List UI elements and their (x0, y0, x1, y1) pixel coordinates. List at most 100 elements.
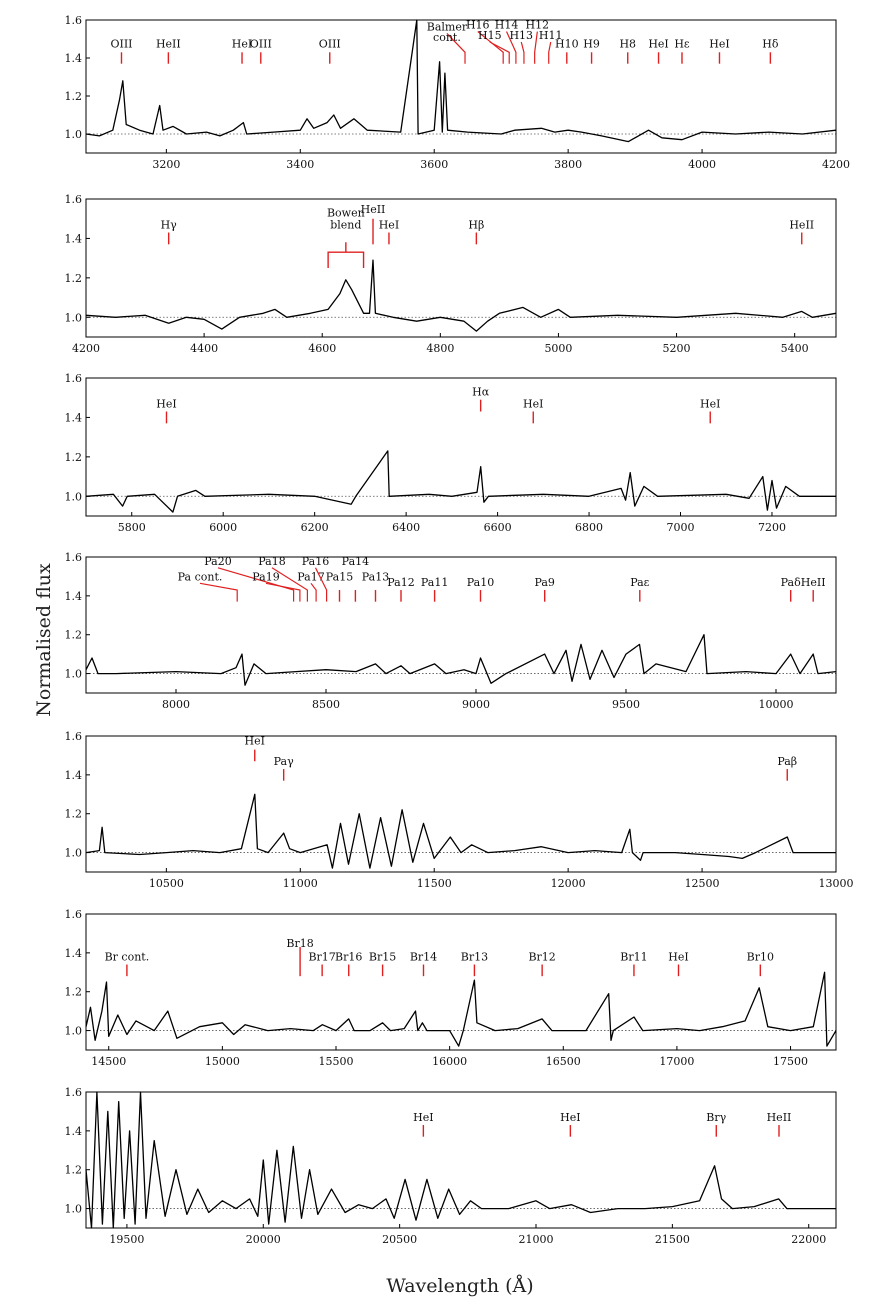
x-tick-label: 21500 (655, 1233, 690, 1246)
line-label: Paε (630, 576, 649, 589)
x-tick-label: 19500 (109, 1233, 144, 1246)
x-tick-label: 16500 (546, 1055, 581, 1068)
x-tick-label: 3600 (420, 158, 448, 171)
y-axis-label: Normalised flux (33, 563, 55, 717)
panel-4: Pa cont.Pa20Pa19Pa18Pa17Pa16Pa15Pa14Pa13… (65, 551, 837, 711)
x-tick-label: 9000 (462, 698, 490, 711)
spectrum-line (85, 450, 836, 513)
x-tick-label: 3800 (554, 158, 582, 171)
line-label: Brγ (706, 1111, 726, 1124)
line-label: Pa18 (258, 555, 285, 568)
x-tick-label: 4200 (822, 158, 850, 171)
line-label: HeII (361, 203, 386, 216)
line-marker (534, 31, 538, 64)
line-label: Pa13 (362, 570, 389, 583)
y-tick-label: 1.0 (65, 311, 83, 324)
y-tick-label: 1.2 (65, 451, 83, 464)
x-tick-label: 4600 (308, 342, 336, 355)
x-tick-label: 14500 (91, 1055, 126, 1068)
line-label: HeI (156, 398, 176, 411)
panel-7: HeI HeI Brγ HeII 19500 20000 20500 21000 21500 22… (65, 1086, 837, 1246)
line-label: HeI (560, 1111, 580, 1124)
line-marker (446, 33, 466, 64)
line-marker (314, 567, 328, 602)
line-label: Hβ (468, 219, 484, 232)
line-label: HeI (523, 398, 543, 411)
y-tick-label: 1.4 (65, 52, 83, 65)
x-tick-label: 5000 (544, 342, 572, 355)
x-tick-label: 8000 (162, 698, 190, 711)
line-label: Pa14 (342, 555, 369, 568)
line-label: H14 (495, 19, 519, 32)
line-label: Pa12 (387, 576, 414, 589)
panel-3: HeI Hα HeI HeI 5800 6000 6200 6400 6600 6800 7000 7… (65, 372, 837, 534)
line-label: HeI (379, 219, 399, 232)
y-tick-label: 1.0 (65, 1025, 83, 1038)
line-label: Br17 (308, 951, 335, 964)
line-label: Pa19 (252, 570, 279, 583)
line-label: H11 (539, 29, 563, 42)
line-marker (199, 582, 238, 602)
y-tick-label: 1.0 (65, 490, 83, 503)
line-label: HeI (648, 38, 668, 51)
spectrum-line (85, 793, 836, 869)
line-marker (548, 41, 552, 64)
line-label: Br12 (528, 951, 555, 964)
y-tick-label: 1.0 (65, 668, 83, 681)
line-label: blend (330, 219, 361, 232)
line-label: OIII (110, 38, 132, 51)
line-label: HeII (801, 576, 826, 589)
line-label: HeI (245, 735, 265, 748)
line-label: Paβ (777, 755, 797, 768)
plot-frame (85, 913, 837, 1051)
y-tick-label: 1.2 (65, 1164, 83, 1177)
line-label: OIII (250, 38, 272, 51)
line-label: Hε (674, 38, 690, 51)
plot-frame (85, 556, 837, 694)
x-tick-label: 12000 (551, 877, 586, 890)
line-label: Br cont. (105, 951, 150, 964)
y-tick-label: 1.2 (65, 629, 83, 642)
line-label: HeII (156, 38, 181, 51)
x-tick-label: 6200 (301, 521, 329, 534)
y-tick-label: 1.2 (65, 272, 83, 285)
x-tick-label: 21000 (519, 1233, 554, 1246)
plot-frame (85, 1091, 837, 1229)
x-tick-label: 4800 (426, 342, 454, 355)
line-label: HeII (767, 1111, 792, 1124)
spectrum-line (85, 19, 837, 143)
y-tick-label: 1.0 (65, 847, 83, 860)
x-tick-label: 5800 (118, 521, 146, 534)
line-label: HeI (668, 951, 688, 964)
line-label: Balmer (427, 20, 468, 33)
x-tick-label: 12500 (685, 877, 720, 890)
line-marker (217, 567, 295, 602)
line-label: Hγ (161, 219, 178, 232)
y-tick-label: 1.6 (65, 1086, 83, 1099)
line-label: Pa9 (534, 576, 554, 589)
line-label: H16 (466, 19, 490, 32)
line-label: Pa11 (421, 576, 448, 589)
y-tick-label: 1.4 (65, 590, 83, 603)
line-label: H10 (555, 38, 579, 51)
line-label: cont. (433, 31, 461, 44)
y-tick-label: 1.6 (65, 14, 83, 27)
line-label: OIII (319, 38, 341, 51)
x-tick-label: 17500 (773, 1055, 808, 1068)
line-label: H13 (509, 29, 533, 42)
line-marker (265, 582, 301, 602)
plot-frame (85, 735, 837, 873)
line-label: Br14 (410, 951, 437, 964)
x-tick-label: 13000 (819, 877, 854, 890)
line-label: Pa15 (326, 570, 353, 583)
x-tick-label: 6000 (209, 521, 237, 534)
spectrum-line (85, 259, 837, 332)
line-label: Pa16 (302, 555, 329, 568)
line-label: Pa20 (204, 555, 231, 568)
x-tick-label: 7000 (667, 521, 695, 534)
line-marker (271, 567, 308, 602)
line-label: H15 (478, 29, 502, 42)
plot-frame (85, 19, 837, 154)
